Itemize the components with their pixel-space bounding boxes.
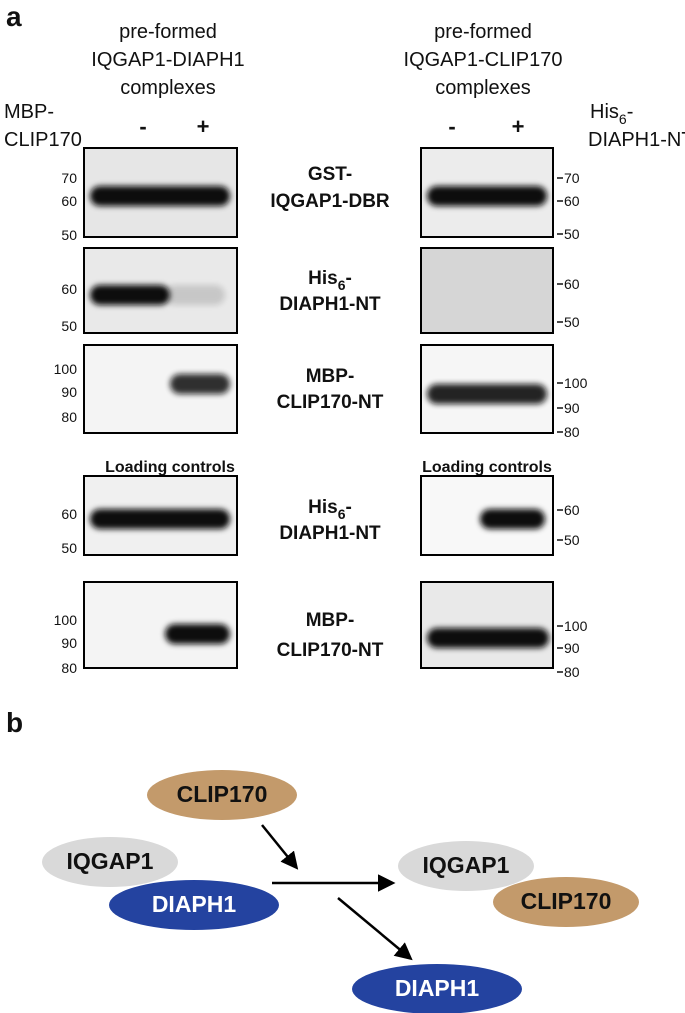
marker-label: 50 (61, 318, 77, 334)
marker-label: 50 (564, 532, 580, 548)
node (109, 880, 279, 930)
marker-label: 100 (564, 618, 588, 634)
node-label: IQGAP1 (67, 848, 154, 874)
band (427, 384, 547, 404)
marker-label: 100 (564, 375, 588, 391)
row-label: His (308, 497, 338, 518)
marker-label: 70 (61, 170, 77, 186)
diagram: CLIP170 IQGAP1 DIAPH1 IQGAP1 CLIP170 DIAPH1 (42, 770, 639, 1013)
marker-label: 50 (61, 540, 77, 556)
treatment: His (590, 101, 619, 123)
row-label: IQGAP1-DBR (270, 191, 390, 212)
band (165, 285, 225, 305)
row-label: His (308, 268, 338, 289)
marker-label: 90 (61, 635, 77, 651)
band (90, 285, 170, 305)
band (480, 509, 545, 529)
row-label: CLIP170-NT (277, 640, 384, 661)
row-label-sub: 6 (338, 506, 346, 522)
marker-label: 80 (564, 424, 580, 440)
panel-label: a (6, 1, 22, 32)
node (398, 841, 534, 891)
node (493, 877, 639, 927)
row-label: CLIP170-NT (277, 392, 384, 413)
loading-label: Loading controls (105, 459, 235, 476)
band (90, 509, 230, 529)
row-label: - (346, 268, 352, 289)
node (147, 770, 297, 820)
lane-label: + (197, 114, 210, 139)
node-label: CLIP170 (177, 781, 268, 807)
row-label: DIAPH1-NT (279, 523, 381, 544)
lane-label: - (139, 114, 146, 139)
treatment: - (627, 101, 634, 123)
header: pre-formed (119, 21, 217, 43)
marker-label: 90 (61, 384, 77, 400)
marker-label: 60 (564, 193, 580, 209)
header: IQGAP1-DIAPH1 (91, 49, 244, 71)
header: complexes (120, 77, 216, 99)
lane-label: + (512, 114, 525, 139)
treatment: CLIP170 (4, 129, 82, 151)
marker-label: 100 (54, 612, 78, 628)
row-label-sub: 6 (338, 277, 346, 293)
row-label: His6- (308, 268, 352, 293)
arrow (337, 897, 413, 961)
treatment: His6- (590, 101, 633, 127)
node-label: CLIP170 (521, 888, 612, 914)
row-label: MBP- (306, 366, 355, 387)
marker-label: 50 (564, 226, 580, 242)
header: IQGAP1-CLIP170 (404, 49, 563, 71)
header: pre-formed (434, 21, 532, 43)
row-label: MBP- (306, 366, 355, 387)
marker-label: 90 (564, 640, 580, 656)
treatment: MBP- (4, 101, 54, 123)
band (427, 186, 547, 206)
row-label: MBP- (306, 610, 355, 631)
treatment-sub: 6 (619, 111, 627, 127)
marker-label: 100 (54, 361, 78, 377)
row-label: - (346, 497, 352, 518)
band (170, 374, 230, 394)
row-label: DIAPH1-NT (279, 294, 381, 315)
marker-label: 80 (61, 409, 77, 425)
marker-label: 70 (564, 170, 580, 186)
band (165, 624, 230, 644)
marker-label: 90 (564, 400, 580, 416)
row-label: GST- (308, 164, 352, 185)
marker-label: 50 (61, 227, 77, 243)
marker-label: 60 (564, 276, 580, 292)
node-label: IQGAP1 (423, 852, 510, 878)
lane-label: - (448, 114, 455, 139)
marker-label: 80 (564, 664, 580, 680)
arrow (261, 824, 299, 870)
panel-label: b (6, 707, 23, 738)
node (352, 964, 522, 1013)
row-label: MBP- (306, 610, 355, 631)
blots: GST-IQGAP1-DBR706050706050His6-DIAPH1-NT… (54, 147, 588, 680)
blot-right (420, 581, 554, 669)
marker-label: 60 (61, 193, 77, 209)
band (90, 186, 230, 206)
marker-label: 80 (61, 660, 77, 676)
marker-label: 50 (564, 314, 580, 330)
row-label: GST- (308, 164, 352, 185)
band (427, 628, 549, 648)
node-label: DIAPH1 (395, 975, 480, 1001)
row-label: His6- (308, 497, 352, 522)
marker-label: 60 (564, 502, 580, 518)
treatment: DIAPH1-NT (588, 129, 685, 151)
header: complexes (435, 77, 531, 99)
node-label: DIAPH1 (152, 891, 237, 917)
blot-right (420, 247, 554, 334)
marker-label: 60 (61, 281, 77, 297)
node (42, 837, 178, 887)
marker-label: 60 (61, 506, 77, 522)
loading-label: Loading controls (422, 459, 552, 476)
